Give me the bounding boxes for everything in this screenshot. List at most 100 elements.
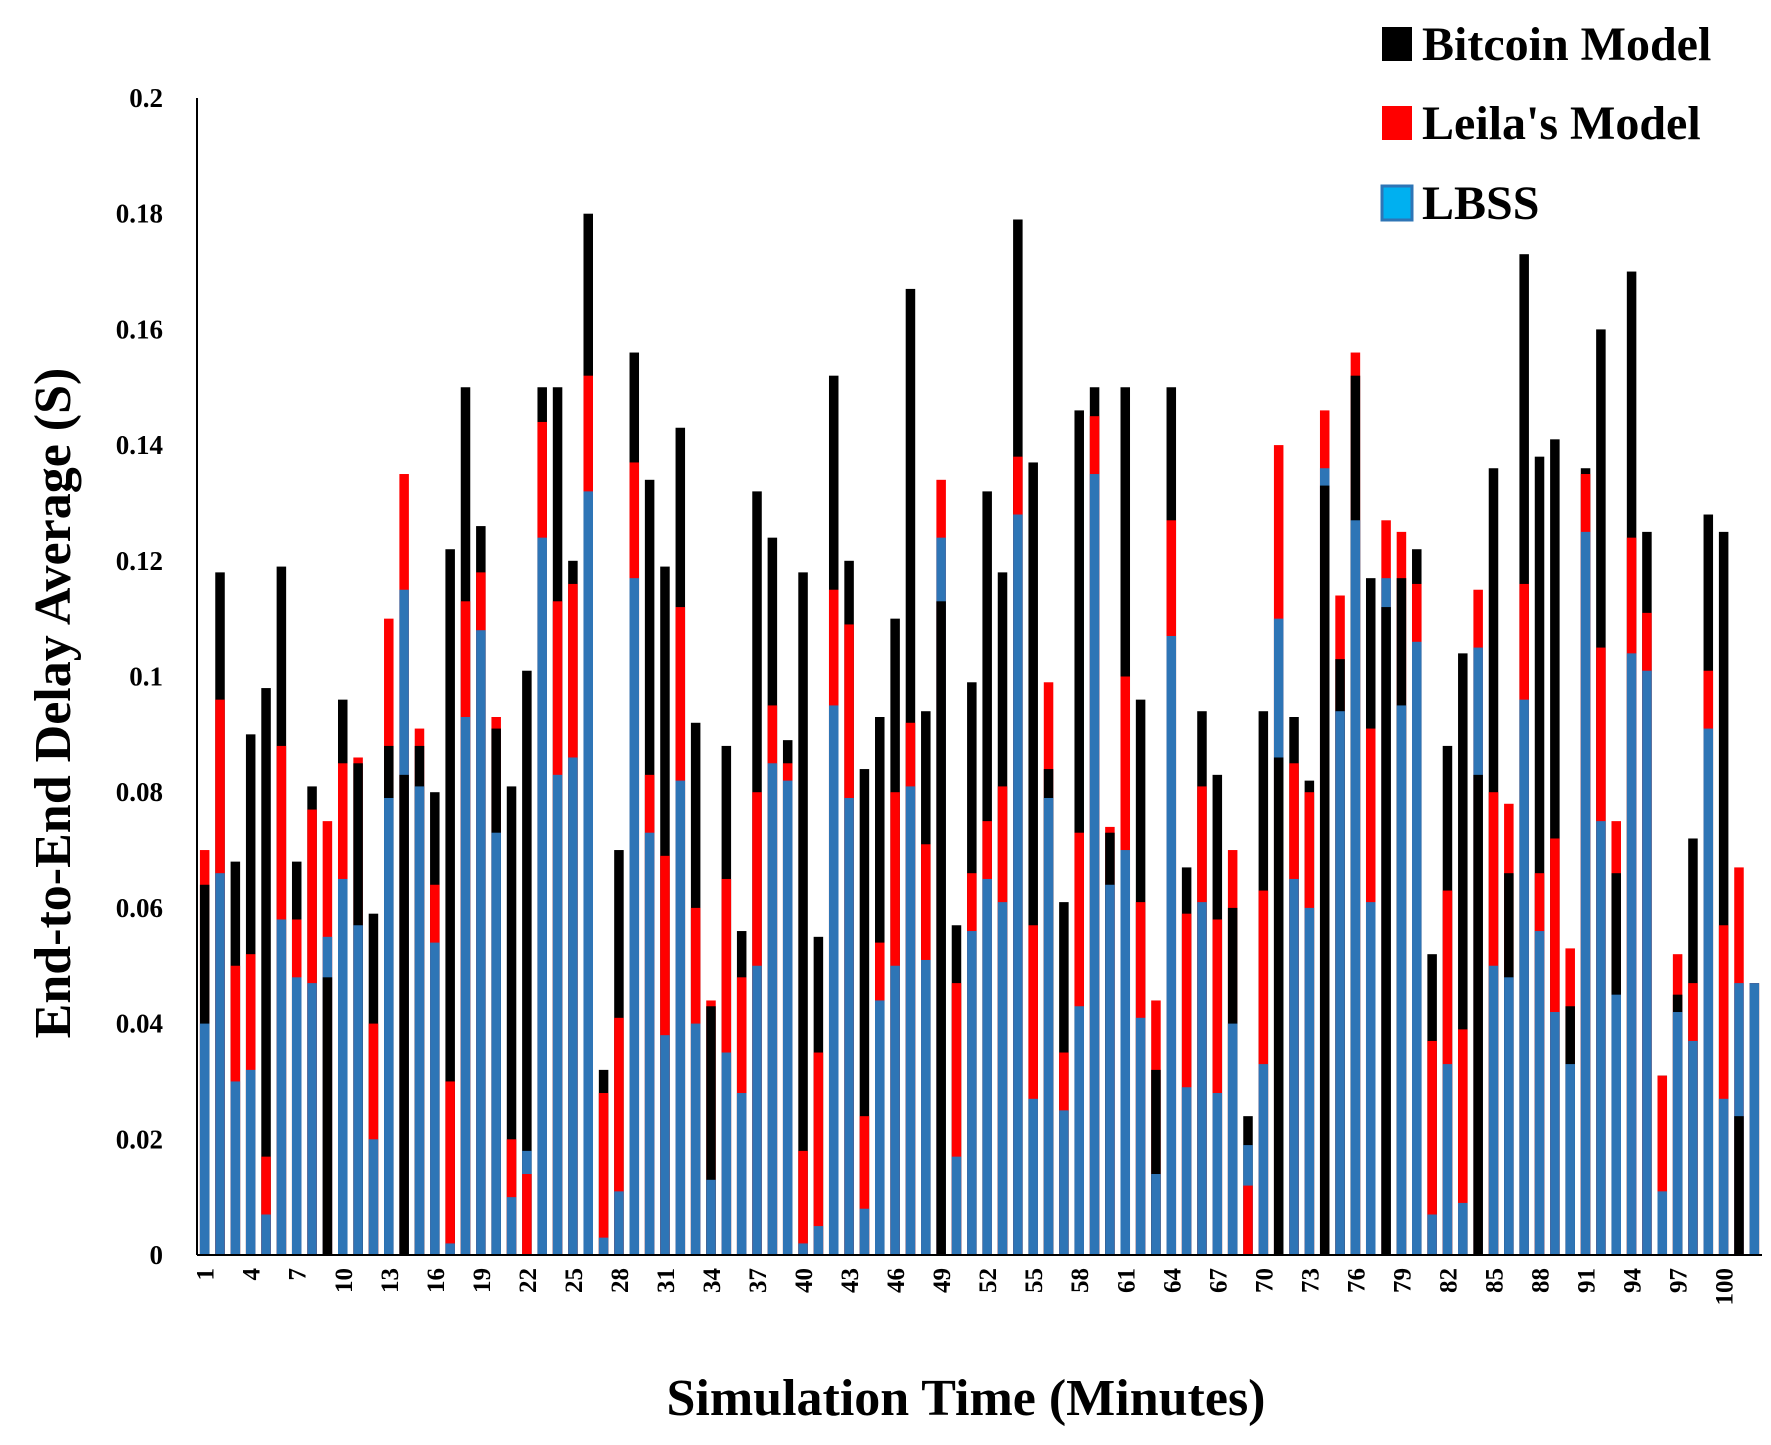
bar-lbss — [1427, 1214, 1437, 1255]
bar-lbss — [675, 780, 686, 1255]
legend-item-bitcoin[interactable]: Bitcoin Model — [1382, 18, 1711, 71]
bar-lbss — [1396, 705, 1407, 1255]
bar-bitcoin — [1273, 757, 1284, 1255]
bar-lbss — [460, 717, 471, 1255]
bar-lbss — [644, 832, 655, 1255]
bar-lbss — [1258, 1064, 1269, 1255]
bar-lbss — [1304, 907, 1315, 1255]
bar-lbss — [476, 630, 486, 1255]
bar-lbss — [997, 902, 1008, 1255]
bar-lbss — [767, 763, 778, 1255]
x-tick-label: 13 — [377, 1268, 404, 1293]
bar-lbss — [1596, 821, 1606, 1256]
bar-lbss — [261, 1214, 271, 1255]
legend-swatch-bitcoin — [1382, 27, 1412, 61]
bar-leila — [813, 1052, 824, 1255]
bar-lbss — [1488, 965, 1499, 1255]
bar-bitcoin — [1028, 462, 1038, 1255]
bar-lbss — [798, 1243, 808, 1255]
bar-lbss — [1519, 699, 1529, 1255]
x-tick-label: 4 — [239, 1268, 266, 1281]
x-tick-label: 61 — [1113, 1268, 1140, 1293]
x-tick-label: 100 — [1712, 1268, 1739, 1306]
x-tick-label: 64 — [1159, 1268, 1186, 1294]
y-tick-label: 0.2 — [129, 83, 163, 113]
bar-lbss — [1626, 653, 1637, 1255]
bar-lbss — [1749, 983, 1760, 1255]
x-tick-label: 79 — [1389, 1268, 1416, 1293]
bar-lbss — [291, 977, 302, 1255]
legend-item-leila[interactable]: Leila's Model — [1382, 97, 1701, 150]
bar-lbss — [1120, 850, 1131, 1255]
bar-lbss — [1565, 1064, 1575, 1255]
y-tick-label: 0.06 — [116, 893, 163, 923]
bar-lbss — [736, 1093, 747, 1255]
legend-swatch-lbss — [1380, 184, 1414, 222]
bar-lbss — [568, 757, 578, 1255]
legend-label-leila: Leila's Model — [1422, 97, 1701, 150]
bar-bitcoin — [1458, 653, 1468, 1255]
bar-leila — [261, 1156, 271, 1255]
bar-lbss — [307, 983, 317, 1255]
y-axis-ticks: 0 0.02 0.04 0.06 0.08 0.1 0.12 0.14 0.16 0.18 0.2 — [116, 83, 163, 1270]
bar-lbss — [1043, 797, 1054, 1255]
x-tick-label: 82 — [1436, 1268, 1463, 1293]
bar-bitcoin — [261, 688, 271, 1255]
bar-lbss — [1504, 977, 1514, 1255]
bar-lbss — [199, 1023, 210, 1255]
x-tick-label: 43 — [837, 1268, 864, 1293]
bar-bitcoin — [1734, 1116, 1744, 1255]
bar-lbss — [629, 578, 640, 1255]
bar-lbss — [598, 1237, 609, 1255]
x-tick-label: 37 — [745, 1268, 772, 1293]
y-tick-label: 0 — [150, 1240, 164, 1270]
bar-lbss — [1703, 728, 1714, 1255]
bar-lbss — [921, 959, 931, 1255]
x-tick-label: 88 — [1528, 1268, 1555, 1293]
bar-lbss — [583, 491, 593, 1255]
bar-lbss — [1166, 636, 1177, 1255]
bar-leila — [1028, 925, 1038, 1255]
bar-lbss — [1642, 670, 1652, 1255]
bar-leila — [522, 1174, 532, 1255]
bar-lbss — [1013, 514, 1023, 1255]
bar-lbss — [721, 1052, 732, 1255]
bar-lbss — [1534, 931, 1545, 1255]
legend-label-bitcoin: Bitcoin Model — [1422, 18, 1711, 71]
legend: Bitcoin Model Leila's Model LBSS — [1380, 18, 1711, 230]
bar-bitcoin — [936, 601, 946, 1255]
bar-lbss — [1151, 1174, 1161, 1255]
legend-item-lbss[interactable]: LBSS — [1380, 177, 1539, 230]
bar-leila — [598, 1093, 609, 1255]
x-tick-label: 10 — [331, 1268, 358, 1293]
x-tick-label: 73 — [1297, 1268, 1324, 1293]
x-tick-label: 22 — [515, 1268, 542, 1293]
bar-lbss — [430, 942, 440, 1255]
bar-leila — [1657, 1075, 1668, 1255]
bar-lbss — [1657, 1191, 1668, 1255]
x-tick-label: 67 — [1205, 1268, 1232, 1293]
bar-lbss — [1105, 884, 1115, 1255]
bar-bitcoin — [1151, 1069, 1161, 1255]
y-tick-label: 0.14 — [116, 430, 163, 460]
bar-lbss — [1335, 711, 1345, 1255]
bar-bitcoin — [1074, 410, 1084, 1255]
legend-label-lbss: LBSS — [1422, 177, 1539, 230]
y-tick-label: 0.02 — [116, 1124, 163, 1154]
y-tick-label: 0.04 — [116, 1009, 163, 1039]
bar-lbss — [552, 774, 563, 1255]
x-tick-label: 55 — [1021, 1268, 1048, 1293]
x-tick-label: 16 — [423, 1268, 450, 1293]
bar-lbss — [414, 786, 425, 1255]
bar-bitcoin — [506, 786, 517, 1255]
bar-bitcoin — [445, 549, 455, 1255]
x-tick-label: 19 — [469, 1268, 496, 1293]
bar-lbss — [1059, 1110, 1069, 1256]
x-tick-label: 70 — [1251, 1268, 1278, 1293]
bar-lbss — [982, 878, 992, 1255]
bar-bitcoin — [322, 977, 333, 1255]
x-tick-label: 25 — [561, 1268, 588, 1293]
bar-leila — [798, 1150, 808, 1255]
x-tick-label: 91 — [1574, 1268, 1601, 1293]
